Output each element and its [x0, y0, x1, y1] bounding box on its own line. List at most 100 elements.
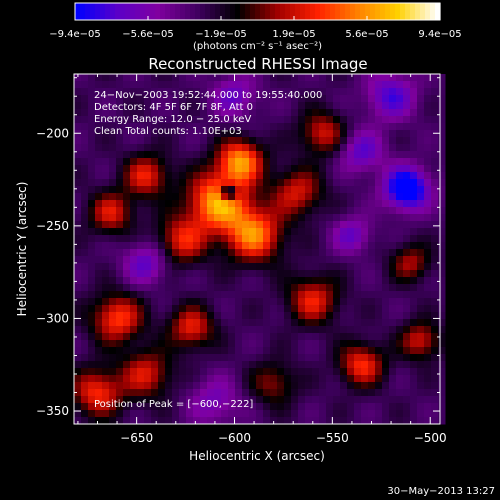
heatmap-cell: [186, 249, 194, 257]
heatmap-cell: [417, 116, 425, 124]
heatmap-cell: [263, 375, 271, 383]
heatmap-cell: [193, 193, 201, 201]
heatmap-cell: [172, 151, 180, 159]
heatmap-cell: [186, 179, 194, 187]
heatmap-cell: [375, 284, 383, 292]
heatmap-cell: [396, 102, 404, 110]
heatmap-cell: [263, 95, 271, 103]
heatmap-cell: [249, 256, 257, 264]
heatmap-cell: [144, 158, 152, 166]
heatmap-cell: [165, 74, 173, 82]
heatmap-cell: [88, 144, 96, 152]
heatmap-cell: [305, 382, 313, 390]
heatmap-cell: [186, 81, 194, 89]
heatmap-cell: [298, 284, 306, 292]
heatmap-cell: [88, 207, 96, 215]
heatmap-cell: [88, 123, 96, 131]
heatmap-cell: [200, 375, 208, 383]
heatmap-cell: [361, 347, 369, 355]
heatmap-cell: [305, 151, 313, 159]
heatmap-cell: [235, 263, 243, 271]
heatmap-cell: [179, 179, 187, 187]
heatmap-cell: [424, 109, 432, 117]
heatmap-cell: [95, 417, 103, 425]
heatmap-cell: [235, 102, 243, 110]
heatmap-cell: [123, 340, 131, 348]
heatmap-cell: [242, 291, 250, 299]
heatmap-cell: [354, 88, 362, 96]
heatmap-cell: [95, 165, 103, 173]
heatmap-cell: [263, 158, 271, 166]
heatmap-cell: [102, 242, 110, 250]
heatmap-cell: [207, 305, 215, 313]
heatmap-cell: [256, 347, 264, 355]
heatmap-cell: [158, 116, 166, 124]
heatmap-cell: [298, 165, 306, 173]
heatmap-cell: [284, 319, 292, 327]
heatmap-cell: [389, 235, 397, 243]
heatmap-cell: [116, 298, 124, 306]
heatmap-cell: [102, 137, 110, 145]
heatmap-cell: [193, 291, 201, 299]
heatmap-cell: [179, 284, 187, 292]
heatmap-cell: [200, 221, 208, 229]
heatmap-cell: [438, 298, 446, 306]
heatmap-cell: [410, 109, 418, 117]
heatmap-cell: [431, 207, 439, 215]
heatmap-cell: [116, 74, 124, 82]
colorbar-segment: [240, 3, 246, 20]
heatmap-cell: [340, 123, 348, 131]
heatmap-cell: [347, 235, 355, 243]
heatmap-cell: [382, 123, 390, 131]
heatmap-cell: [130, 361, 138, 369]
heatmap-cell: [333, 186, 341, 194]
heatmap-cell: [291, 81, 299, 89]
heatmap-cell: [144, 137, 152, 145]
heatmap-cell: [158, 291, 166, 299]
heatmap-cell: [214, 179, 222, 187]
heatmap-cell: [284, 242, 292, 250]
heatmap-cell: [81, 382, 89, 390]
heatmap-cell: [277, 312, 285, 320]
heatmap-cell: [74, 200, 82, 208]
heatmap-cell: [354, 389, 362, 397]
heatmap-cell: [375, 235, 383, 243]
heatmap-cell: [277, 403, 285, 411]
heatmap-cell: [375, 228, 383, 236]
heatmap-cell: [389, 389, 397, 397]
heatmap-cell: [116, 291, 124, 299]
heatmap-cell: [109, 214, 117, 222]
heatmap-cell: [424, 291, 432, 299]
heatmap-cell: [382, 193, 390, 201]
heatmap-cell: [102, 144, 110, 152]
heatmap-cell: [375, 375, 383, 383]
heatmap-cell: [88, 326, 96, 334]
heatmap-cell: [417, 417, 425, 425]
heatmap-cell: [95, 249, 103, 257]
heatmap-cell: [214, 228, 222, 236]
heatmap-cell: [396, 151, 404, 159]
heatmap-cell: [361, 214, 369, 222]
heatmap-cell: [354, 305, 362, 313]
heatmap-cell: [340, 144, 348, 152]
heatmap-cell: [375, 123, 383, 131]
heatmap-cell: [109, 284, 117, 292]
heatmap-cell: [431, 382, 439, 390]
heatmap-cell: [158, 305, 166, 313]
heatmap-cell: [382, 291, 390, 299]
heatmap-cell: [410, 137, 418, 145]
heatmap-cell: [410, 277, 418, 285]
heatmap-cell: [81, 347, 89, 355]
heatmap-cell: [326, 235, 334, 243]
heatmap-cell: [123, 305, 131, 313]
heatmap-cell: [95, 109, 103, 117]
heatmap-cell: [361, 228, 369, 236]
heatmap-cell: [291, 200, 299, 208]
heatmap-cell: [95, 193, 103, 201]
heatmap-cell: [277, 340, 285, 348]
colorbar-segment: [390, 3, 396, 20]
heatmap-cell: [326, 116, 334, 124]
heatmap-cell: [277, 417, 285, 425]
heatmap-cell: [207, 270, 215, 278]
heatmap-cell: [179, 88, 187, 96]
